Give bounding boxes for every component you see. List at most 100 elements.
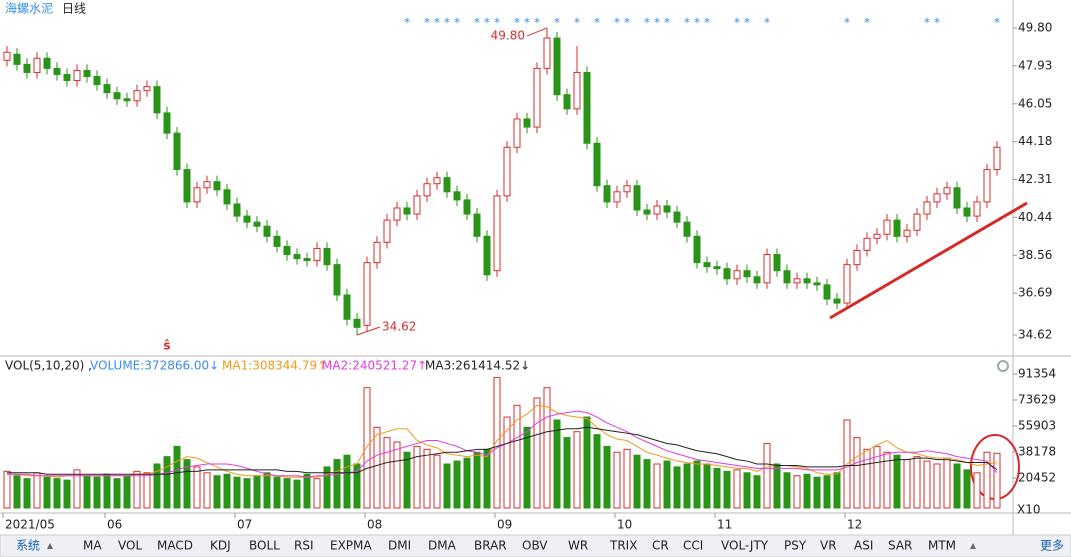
menu-arrow[interactable] — [970, 543, 976, 549]
volume-bar — [973, 472, 981, 509]
settings-icon[interactable] — [997, 360, 1009, 372]
annotation-label: 49.80 — [491, 28, 525, 42]
toolbar-item[interactable]: CCI — [683, 539, 703, 553]
toolbar-item[interactable]: CR — [652, 539, 669, 553]
toolbar-item[interactable]: BOLL — [249, 539, 280, 553]
toolbar-item[interactable]: PSY — [784, 539, 807, 553]
toolbar-item[interactable]: SAR — [888, 539, 912, 553]
volume-bar — [43, 476, 51, 509]
toolbar-item[interactable]: MA — [83, 539, 102, 553]
candle-body — [283, 245, 291, 256]
candle-body — [313, 247, 321, 262]
volume-bar — [173, 445, 181, 509]
signal-mark: * — [494, 16, 500, 30]
volume-bar — [453, 460, 461, 509]
volume-bar — [103, 473, 111, 509]
signal-mark: * — [474, 16, 480, 30]
candle-body — [193, 187, 201, 203]
volume-bar — [293, 479, 301, 509]
toolbar-item[interactable]: WR — [568, 539, 588, 553]
volume-bar — [833, 472, 841, 509]
candle-body — [273, 235, 281, 247]
volume-bar — [123, 475, 131, 509]
volume-bar — [523, 426, 531, 509]
candle-body — [813, 282, 821, 286]
menu-arrow[interactable] — [47, 543, 53, 549]
toolbar-item[interactable]: DMI — [388, 539, 411, 553]
candle-body — [633, 185, 641, 211]
volume-bar — [333, 459, 341, 509]
candle-body — [703, 262, 711, 268]
candle-body — [833, 298, 841, 304]
signal-mark: * — [744, 16, 750, 30]
volume-bar — [813, 476, 821, 509]
toolbar-item[interactable]: MACD — [157, 539, 193, 553]
candle-body — [523, 118, 531, 128]
candle-body — [53, 67, 61, 75]
signal-mark: * — [554, 16, 560, 30]
toolbar-item[interactable]: OBV — [522, 539, 548, 553]
volume-bar — [33, 472, 41, 509]
candle-body — [983, 169, 991, 203]
toolbar-item[interactable]: DMA — [428, 539, 457, 553]
candle-body — [223, 189, 231, 205]
signal-mark: * — [694, 16, 700, 30]
candle-body — [843, 264, 851, 304]
volume-bar — [723, 470, 731, 509]
toolbar-item[interactable]: KDJ — [210, 539, 231, 553]
toolbar-item[interactable]: 系统 — [16, 539, 40, 553]
y-tick-label: 44.18 — [1018, 134, 1052, 148]
signal-mark: * — [844, 16, 850, 30]
signal-mark: * — [614, 16, 620, 30]
candle-body — [593, 142, 601, 187]
volume-bar — [63, 479, 71, 509]
volume-bar — [613, 451, 621, 509]
volume-bar — [23, 478, 31, 509]
toolbar-item[interactable]: MTM — [928, 539, 956, 553]
candle-body — [953, 187, 961, 209]
stock-name: 海螺水泥 — [5, 1, 53, 16]
volume-bar — [313, 478, 321, 509]
volume-bar — [283, 478, 291, 509]
volume-bar — [193, 466, 201, 509]
volume-bar — [493, 376, 501, 509]
signal-mark: * — [924, 16, 930, 30]
candle-body — [343, 294, 351, 320]
volume-bar — [713, 467, 721, 509]
toolbar-more[interactable]: 更多 — [1040, 539, 1064, 553]
candle-body — [623, 185, 631, 193]
y-tick-label: 40.44 — [1018, 210, 1052, 224]
moving-average — [7, 410, 998, 478]
candle-body — [873, 233, 881, 239]
candle-body — [143, 86, 151, 92]
volume-bar — [273, 476, 281, 509]
candle-body — [33, 57, 41, 73]
candle-body — [853, 249, 861, 266]
volume-bar — [803, 473, 811, 509]
gear[interactable] — [997, 360, 1009, 372]
volume-bar — [573, 431, 581, 509]
toolbar-item[interactable]: TRIX — [609, 539, 637, 553]
toolbar-item[interactable]: BRAR — [474, 539, 507, 553]
candle-body — [533, 67, 541, 128]
candle-body — [333, 264, 341, 296]
candle-body — [133, 90, 141, 102]
volume-bar — [853, 437, 861, 509]
volume-bar — [393, 441, 401, 509]
candle-body — [103, 84, 111, 94]
volume-bar — [413, 445, 421, 509]
toolbar-item[interactable]: ASI — [854, 539, 873, 553]
toolbar-item[interactable]: VOL — [118, 539, 142, 553]
candle-body — [973, 201, 981, 217]
toolbar-item[interactable]: VR — [820, 539, 837, 553]
y-tick-label: 38.56 — [1018, 248, 1052, 262]
toolbar-item[interactable]: VOL-JTY — [721, 539, 769, 553]
toolbar-item[interactable]: EXPMA — [330, 539, 372, 553]
moving-average — [7, 404, 998, 478]
candle-body — [693, 235, 701, 264]
candle-body — [353, 318, 361, 328]
candle-body — [803, 278, 811, 284]
candle-body — [113, 92, 121, 100]
candle-body — [93, 75, 101, 86]
toolbar-item[interactable]: RSI — [294, 539, 314, 553]
